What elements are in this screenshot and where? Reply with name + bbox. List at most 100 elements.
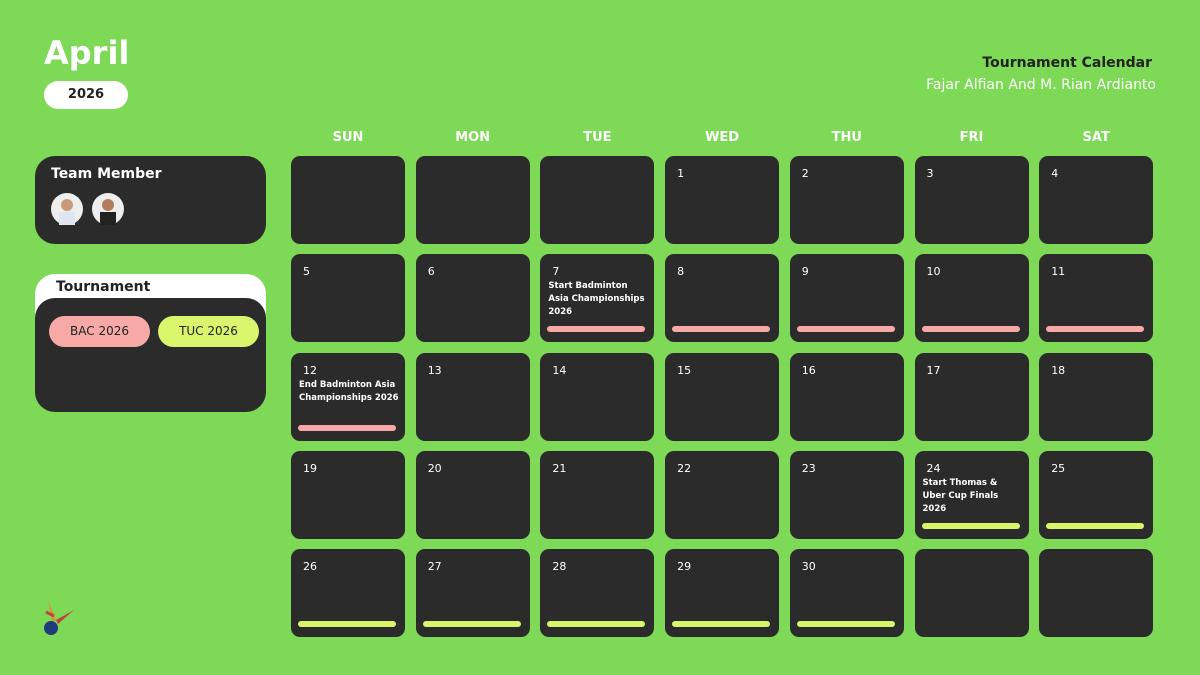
logo — [44, 600, 74, 635]
event-bar — [547, 326, 646, 333]
weekday: MON — [455, 130, 491, 145]
avatar — [51, 193, 83, 225]
day-cell: 16 — [789, 352, 904, 441]
avatar-icon — [59, 199, 75, 225]
event-bar — [672, 621, 771, 628]
day-cell: 15 — [665, 352, 780, 441]
day-cell: 4 — [1039, 156, 1154, 244]
day-number: 22 — [677, 461, 692, 475]
event-bar — [921, 522, 1020, 529]
day-number: 19 — [303, 461, 317, 475]
weekday: THU — [831, 130, 862, 145]
day-cell: 18 — [1039, 352, 1154, 441]
day-cell — [291, 156, 405, 244]
day-cell: 13 — [415, 352, 530, 441]
day-number: 30 — [801, 560, 816, 574]
day-cell: 25 — [1039, 450, 1154, 539]
day-number: 26 — [303, 560, 317, 574]
day-cell: 22 — [665, 450, 780, 539]
day-cell: 10 — [914, 254, 1029, 343]
event-label: End Badminton Asia Championships 2026 — [299, 379, 399, 403]
day-cell — [540, 156, 655, 244]
day-number: 8 — [677, 265, 685, 279]
day-number: 28 — [552, 560, 567, 574]
day-number: 27 — [427, 560, 442, 574]
day-number: 10 — [926, 265, 941, 279]
event-bar — [796, 621, 895, 628]
day-cell: 17 — [914, 352, 1029, 441]
day-number: 6 — [427, 265, 435, 279]
day-number: 9 — [801, 265, 809, 279]
day-cell: 7 Start Badminton Asia Championships 2026 — [540, 254, 655, 343]
day-number: 29 — [677, 560, 692, 574]
day-cell — [914, 549, 1029, 638]
day-number: 20 — [427, 461, 442, 475]
day-cell: 14 — [540, 352, 655, 441]
weekday: SUN — [332, 130, 364, 145]
team-heading: Team Member — [51, 166, 162, 182]
day-number: 16 — [801, 363, 816, 377]
day-number: 7 — [552, 265, 560, 279]
day-cell: 27 — [415, 549, 530, 638]
day-number: 25 — [1051, 461, 1066, 475]
day-cell: 30 — [789, 549, 904, 638]
day-cell: 28 — [540, 549, 655, 638]
day-cell: 19 — [291, 450, 405, 539]
day-number: 17 — [926, 363, 941, 377]
day-number: 15 — [677, 363, 692, 377]
day-number: 11 — [1051, 265, 1066, 279]
event-bar — [672, 326, 771, 333]
weekday: FRI — [959, 130, 984, 145]
event-label: Start Badminton Asia Championships 2026 — [548, 281, 645, 318]
tag: BAC 2026 — [49, 316, 150, 347]
day-number: 2 — [801, 167, 809, 180]
event-bar — [422, 621, 521, 628]
day-cell: 24 Start Thomas & Uber Cup Finals 2026 — [914, 450, 1029, 539]
event-label: Start Thomas & Uber Cup Finals 2026 — [922, 477, 999, 514]
event-bar — [547, 621, 646, 628]
day-cell: 23 — [789, 450, 904, 539]
weekday: WED — [705, 130, 740, 145]
day-number: 23 — [801, 461, 816, 475]
day-cell: 3 — [914, 156, 1029, 244]
day-cell: 11 — [1039, 254, 1154, 343]
day-number: 13 — [427, 363, 442, 377]
day-cell: 1 — [665, 156, 780, 244]
avatar — [92, 193, 124, 225]
event-bar — [921, 326, 1020, 333]
month: April — [44, 34, 130, 72]
day-cell: 29 — [665, 549, 780, 638]
day-cell: 6 — [415, 254, 530, 343]
day-number: 18 — [1051, 363, 1066, 377]
day-cell — [1039, 549, 1154, 638]
day-cell — [415, 156, 530, 244]
year: 2026 — [44, 81, 128, 109]
day-number: 1 — [677, 167, 685, 180]
event-bar — [796, 326, 895, 333]
day-cell: 21 — [540, 450, 655, 539]
event-bar — [298, 424, 396, 431]
day-cell: 2 — [789, 156, 904, 244]
day-cell: 8 — [665, 254, 780, 343]
weekday: SAT — [1082, 130, 1110, 145]
title: Tournament Calendar — [982, 55, 1152, 71]
event-bar — [1046, 326, 1145, 333]
day-cell: 26 — [291, 549, 405, 638]
day-number: 24 — [926, 461, 941, 475]
day-number: 4 — [1051, 167, 1059, 180]
subtitle: Fajar Alfian And M. Rian Ardianto — [926, 77, 1156, 93]
event-bar — [1046, 522, 1145, 529]
tournament-heading: Tournament — [56, 279, 151, 295]
day-number: 21 — [552, 461, 567, 475]
day-number: 3 — [926, 167, 934, 180]
day-cell: 12 End Badminton Asia Championships 2026 — [291, 352, 405, 441]
weekday: TUE — [583, 130, 612, 145]
day-cell: 9 — [789, 254, 904, 343]
day-number: 12 — [303, 363, 317, 377]
tag: TUC 2026 — [158, 316, 259, 347]
avatar-icon — [100, 199, 116, 225]
day-cell: 20 — [415, 450, 530, 539]
day-number: 14 — [552, 363, 567, 377]
day-number: 5 — [303, 265, 310, 279]
